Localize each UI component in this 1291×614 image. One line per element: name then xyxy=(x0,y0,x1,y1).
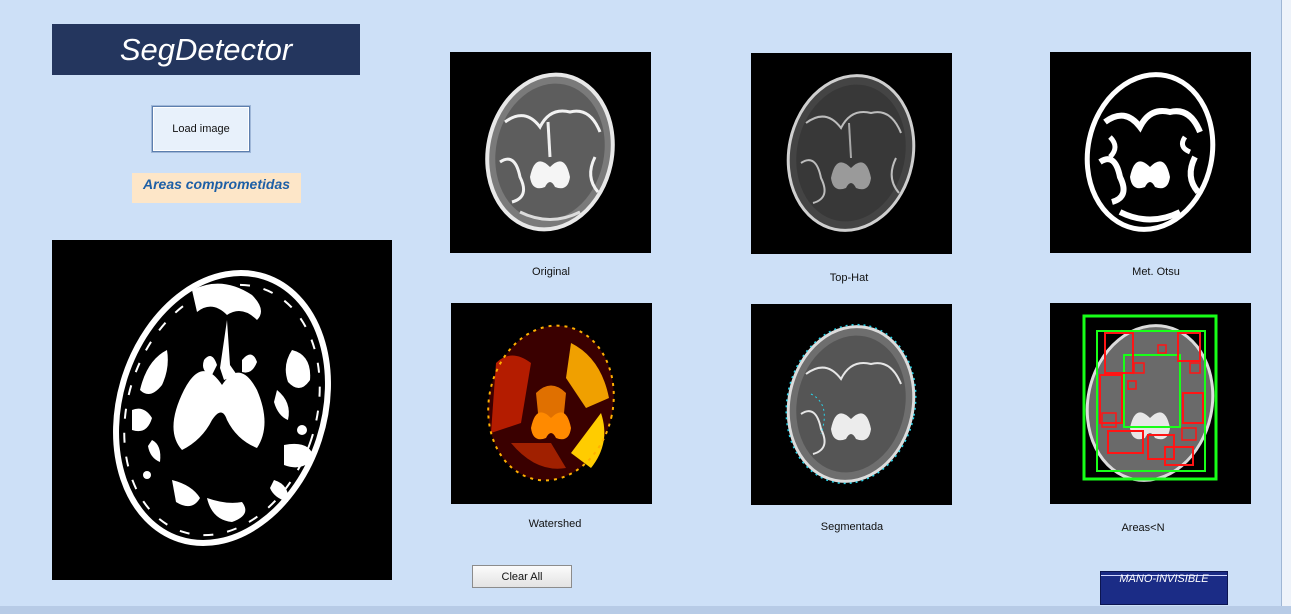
original-image xyxy=(450,52,651,253)
large-result-image xyxy=(52,240,392,580)
segmentada-image xyxy=(751,304,952,505)
watershed-image xyxy=(451,303,652,504)
mano-invisible-logo: MANO-INVISIBLE xyxy=(1100,571,1228,605)
watershed-caption: Watershed xyxy=(528,518,582,530)
original-caption: Original xyxy=(532,266,570,278)
areas-caption: Areas<N xyxy=(1121,522,1165,534)
tophat-image xyxy=(751,53,952,254)
clear-all-button[interactable]: Clear All xyxy=(472,565,572,588)
areas-image xyxy=(1050,303,1251,504)
window-right-edge xyxy=(1281,0,1291,614)
window-bottom-edge xyxy=(0,606,1291,614)
app-title: SegDetector xyxy=(52,24,360,75)
otsu-caption: Met. Otsu xyxy=(1132,266,1180,278)
tophat-caption: Top-Hat xyxy=(829,272,869,284)
segmentada-caption: Segmentada xyxy=(820,521,884,533)
logo-text: MANO-INVISIBLE xyxy=(1119,573,1209,585)
load-image-button[interactable]: Load image xyxy=(152,106,250,152)
otsu-image xyxy=(1050,52,1251,253)
areas-comprometidas-label: Areas comprometidas xyxy=(132,173,301,203)
logo-top-line xyxy=(1101,575,1227,576)
